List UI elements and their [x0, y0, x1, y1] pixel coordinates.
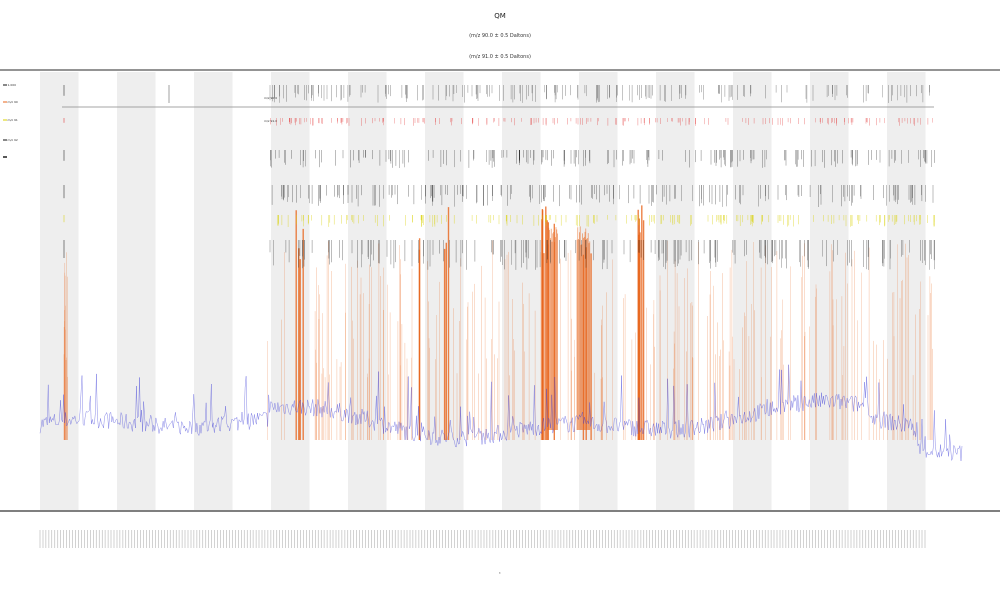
band-9	[733, 72, 772, 510]
x-tick-labels	[39, 530, 926, 548]
legend-entry-3: m/z 91	[8, 118, 18, 122]
lane-label-2: m/z 91.0	[264, 119, 277, 123]
lane-label-1: m/z 90.0	[264, 96, 277, 100]
chart-subtitle-1: (m/z 90.0 ± 0.5 Daltons)	[469, 33, 531, 39]
band-4	[348, 72, 387, 510]
band-0	[40, 72, 79, 510]
chart-subtitle-2: (m/z 91.0 ± 0.5 Daltons)	[469, 54, 531, 60]
tick-layer	[63, 85, 935, 270]
band-7	[579, 72, 618, 510]
band-2	[194, 72, 233, 510]
background-bands	[40, 72, 926, 510]
band-11	[887, 72, 926, 510]
baseline-layer	[39, 364, 963, 461]
chart-title: QM	[494, 12, 506, 20]
band-6	[502, 72, 541, 510]
legend-entry-1: 1.000	[8, 83, 17, 87]
legend-entry-4: m/z 92	[8, 138, 18, 142]
legend-entry-2: m/z 90	[8, 100, 18, 104]
baseline-series	[39, 364, 963, 461]
band-1	[117, 72, 156, 510]
legend: 1.000 m/z 90 m/z 91 m/z 92	[3, 83, 18, 158]
band-10	[810, 72, 849, 510]
x-axis-label: t	[499, 571, 501, 575]
